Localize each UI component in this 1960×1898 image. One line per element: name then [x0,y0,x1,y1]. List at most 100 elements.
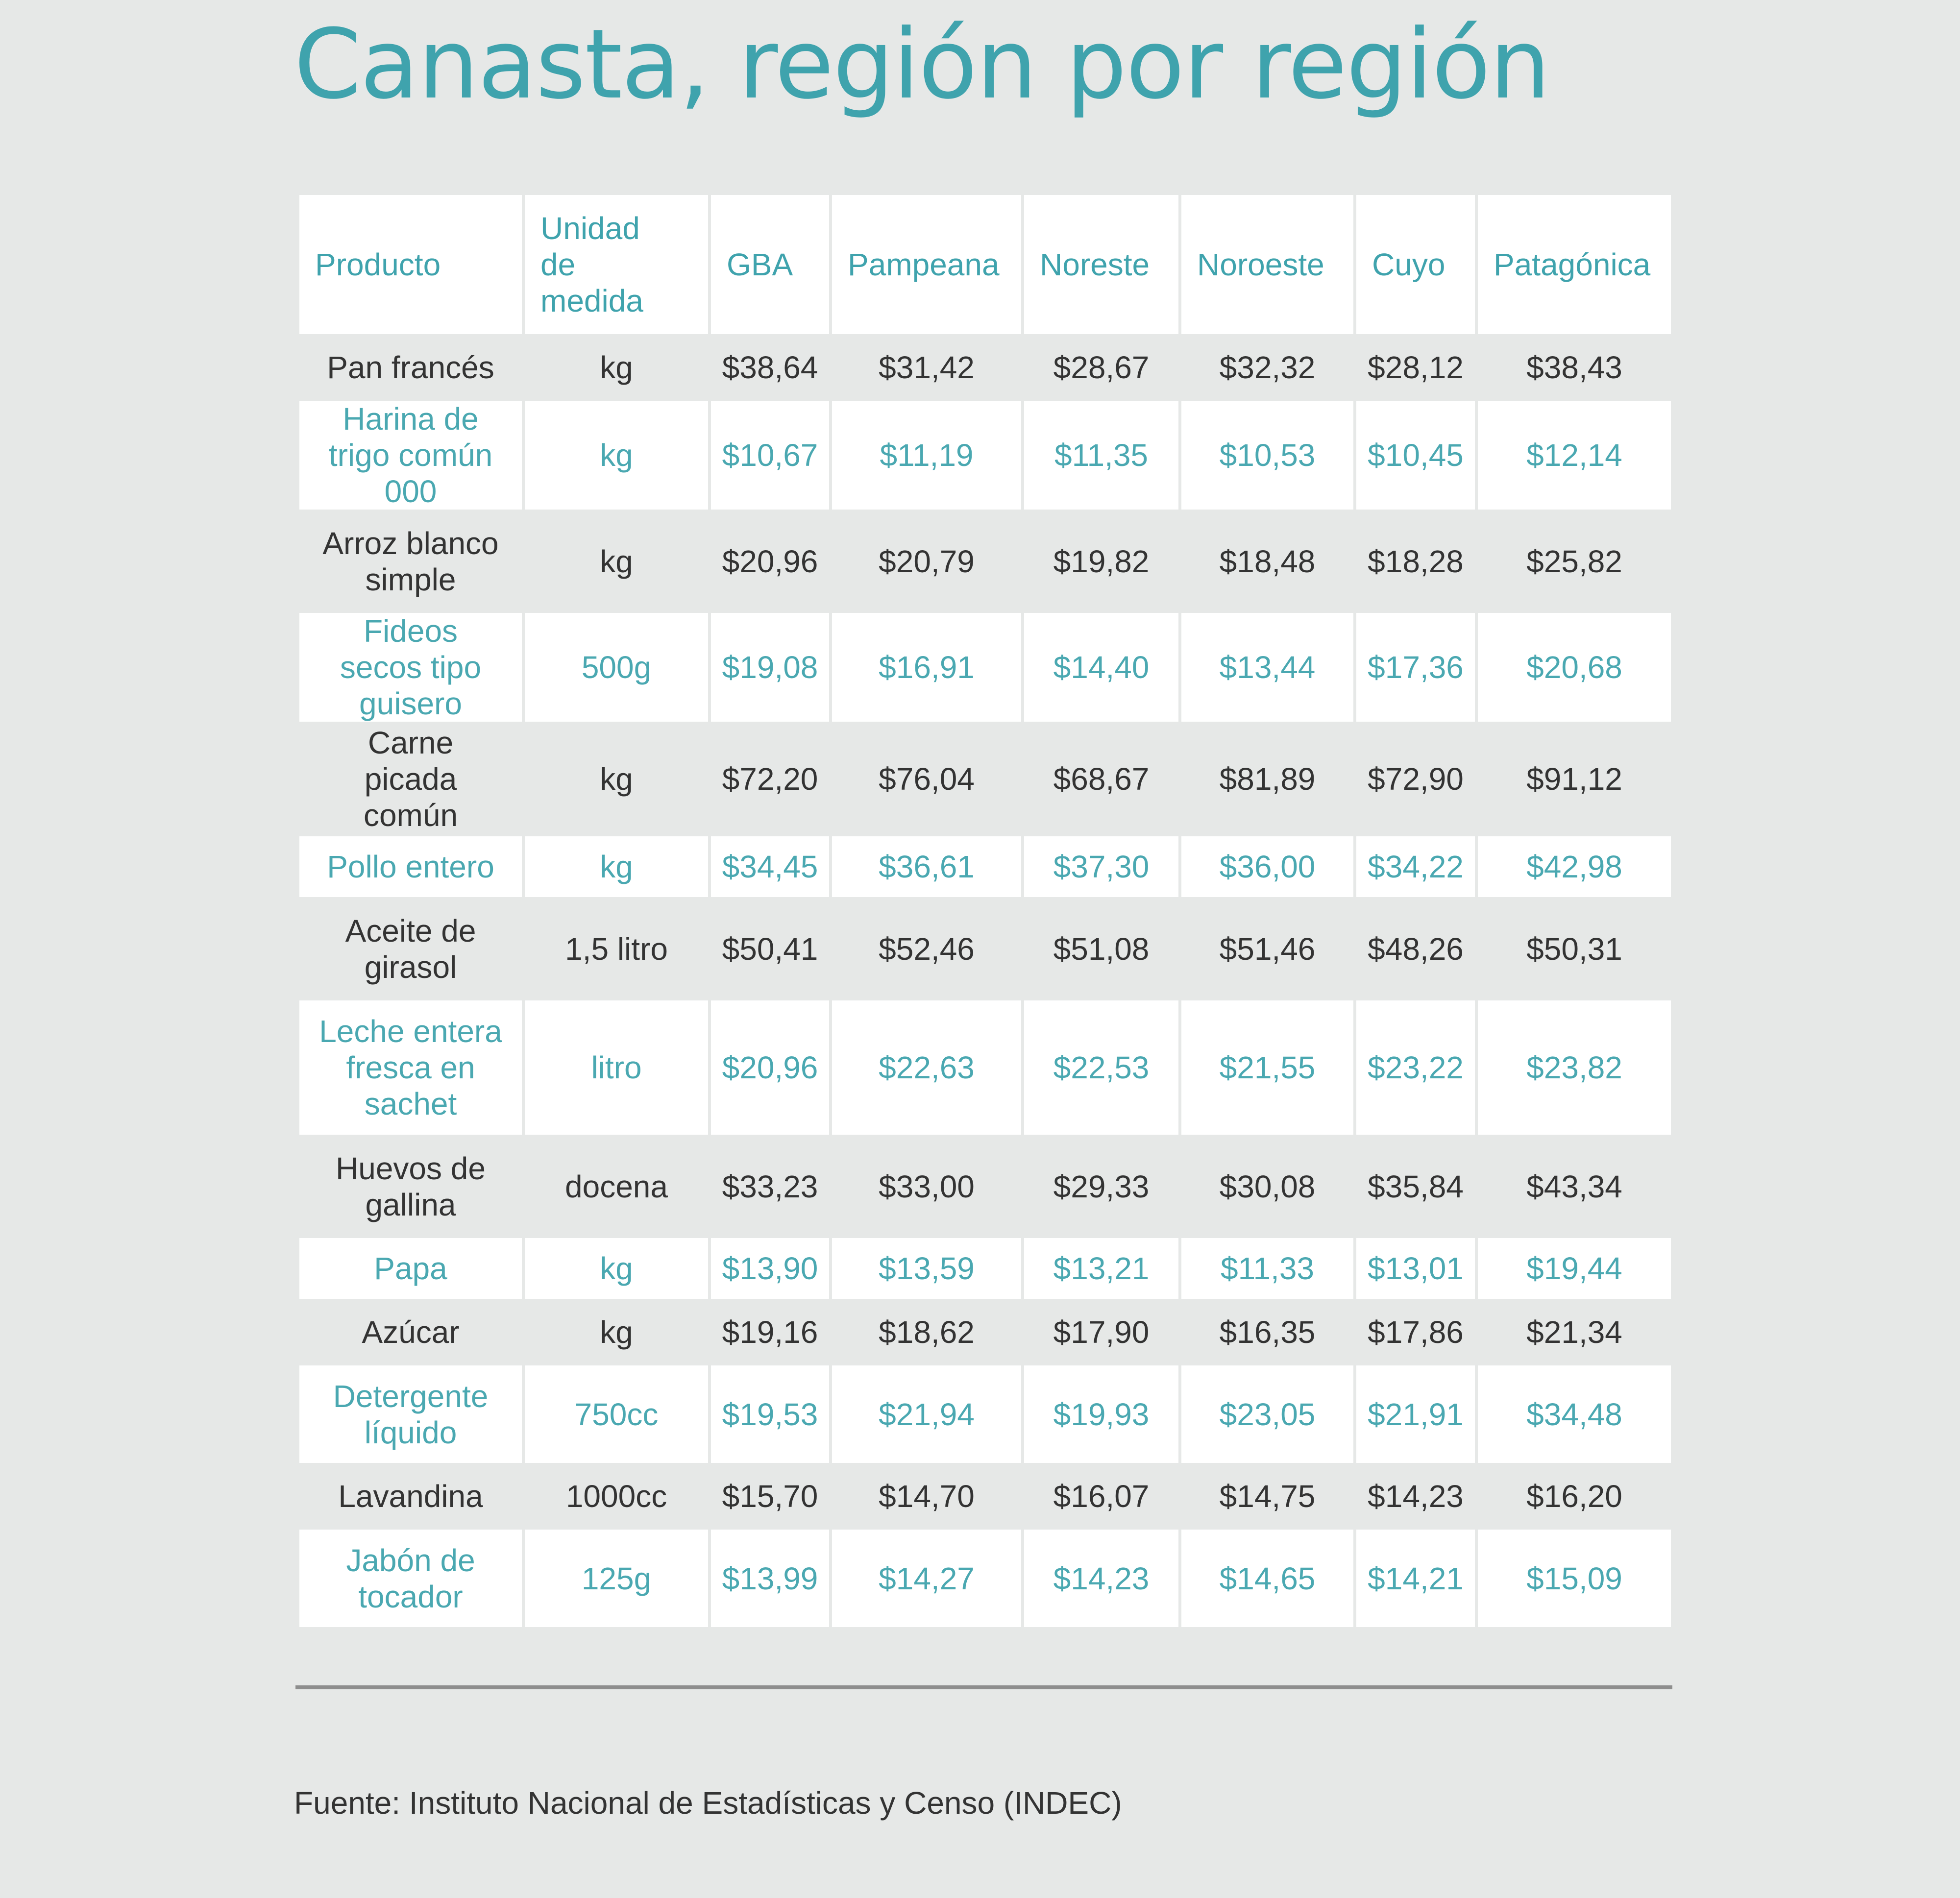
price-cell: $34,22 [1353,833,1478,900]
product-cell: Carne picada común [296,722,525,836]
price-cell: $50,31 [1475,897,1674,1000]
price-cell: $20,79 [829,510,1024,613]
price-cell: $19,93 [1021,1363,1181,1466]
unit-cell: kg [522,722,711,836]
price-cell: $16,20 [1475,1463,1674,1530]
price-cell: $14,23 [1021,1527,1181,1630]
price-cell: $25,82 [1475,510,1674,613]
price-cell: $13,59 [829,1235,1024,1302]
product-cell: Fideos secos tipo guisero [296,610,525,725]
unit-cell: kg [522,1299,711,1365]
price-cell: $32,32 [1178,334,1356,401]
unit-cell: kg [522,334,711,401]
product-cell: Huevos de gallina [296,1135,525,1238]
price-cell: $14,40 [1021,610,1181,725]
price-cell: $20,96 [708,510,832,613]
product-cell: Jabón de tocador [296,1527,525,1630]
price-cell: $18,28 [1353,510,1478,613]
price-cell: $19,82 [1021,510,1181,613]
price-cell: $50,41 [708,897,832,1000]
unit-cell: kg [522,398,711,512]
product-cell: Leche entera fresca en sachet [296,998,525,1138]
price-cell: $11,35 [1021,398,1181,512]
unit-cell: 125g [522,1527,711,1630]
price-cell: $19,53 [708,1363,832,1466]
product-cell: Arroz blanco simple [296,510,525,613]
price-cell: $34,48 [1475,1363,1674,1466]
price-cell: $11,33 [1178,1235,1356,1302]
price-cell: $36,00 [1178,833,1356,900]
table-row: Aceite de girasol 1,5 litro $50,41 $52,46 $5… [296,897,1674,1000]
price-cell: $14,75 [1178,1463,1356,1530]
table-row: Jabón de tocador 125g $13,99 $14,27 $14,23 $1… [296,1527,1674,1630]
table-row: Pollo entero kg $34,45 $36,61 $37,30 $36,00 $3… [296,833,1674,900]
price-cell: $14,21 [1353,1527,1478,1630]
price-cell: $19,16 [708,1299,832,1365]
price-cell: $13,44 [1178,610,1356,725]
price-cell: $23,22 [1353,998,1478,1138]
price-cell: $12,14 [1475,398,1674,512]
price-cell: $18,62 [829,1299,1024,1365]
price-cell: $36,61 [829,833,1024,900]
price-cell: $21,34 [1475,1299,1674,1365]
price-cell: $20,96 [708,998,832,1138]
price-cell: $72,90 [1353,722,1478,836]
price-cell: $20,68 [1475,610,1674,725]
price-cell: $11,19 [829,398,1024,512]
price-cell: $37,30 [1021,833,1181,900]
unit-cell: 500g [522,610,711,725]
column-header-patagonica: Patagónica [1475,192,1674,337]
price-cell: $33,00 [829,1135,1024,1238]
price-cell: $52,46 [829,897,1024,1000]
product-cell: Aceite de girasol [296,897,525,1000]
product-cell: Azúcar [296,1299,525,1365]
unit-cell: litro [522,998,711,1138]
product-cell: Pan francés [296,334,525,401]
table-body: Pan francés kg $38,64 $31,42 $28,67 $32,32 $28… [296,334,1674,1630]
table-row: Harina de trigo común 000 kg $10,67 $11,19 $… [296,398,1674,512]
column-header-gba: GBA [708,192,832,337]
price-cell: $16,35 [1178,1299,1356,1365]
price-cell: $18,48 [1178,510,1356,613]
price-cell: $14,65 [1178,1527,1356,1630]
price-cell: $10,67 [708,398,832,512]
price-table: Producto Unidad de medida GBA Pampeana Nores… [296,192,1674,1630]
table-row: Arroz blanco simple kg $20,96 $20,79 $19,82 $… [296,510,1674,613]
price-cell: $13,90 [708,1235,832,1302]
price-cell: $19,44 [1475,1235,1674,1302]
price-cell: $15,70 [708,1463,832,1530]
price-cell: $28,67 [1021,334,1181,401]
price-cell: $30,08 [1178,1135,1356,1238]
table-row: Lavandina 1000cc $15,70 $14,70 $16,07 $14,75 $… [296,1463,1674,1530]
price-cell: $21,91 [1353,1363,1478,1466]
price-cell: $17,86 [1353,1299,1478,1365]
product-cell: Lavandina [296,1463,525,1530]
price-cell: $76,04 [829,722,1024,836]
price-cell: $42,98 [1475,833,1674,900]
unit-cell: kg [522,1235,711,1302]
unit-cell: 1000cc [522,1463,711,1530]
price-cell: $34,45 [708,833,832,900]
price-cell: $19,08 [708,610,832,725]
price-cell: $28,12 [1353,334,1478,401]
column-header-cuyo: Cuyo [1353,192,1478,337]
price-cell: $21,94 [829,1363,1024,1466]
table-row: Detergente líquido 750cc $19,53 $21,94 $19,9… [296,1363,1674,1466]
price-cell: $13,99 [708,1527,832,1630]
price-cell: $17,36 [1353,610,1478,725]
price-cell: $21,55 [1178,998,1356,1138]
price-cell: $68,67 [1021,722,1181,836]
price-cell: $38,43 [1475,334,1674,401]
unit-cell: 750cc [522,1363,711,1466]
table-row: Fideos secos tipo guisero 500g $19,08 $16,9… [296,610,1674,725]
table-row: Azúcar kg $19,16 $18,62 $17,90 $16,35 $17,86 $2… [296,1299,1674,1365]
price-cell: $33,23 [708,1135,832,1238]
price-cell: $22,63 [829,998,1024,1138]
price-cell: $72,20 [708,722,832,836]
price-cell: $31,42 [829,334,1024,401]
price-cell: $43,34 [1475,1135,1674,1238]
price-cell: $17,90 [1021,1299,1181,1365]
column-header-pampeana: Pampeana [829,192,1024,337]
price-cell: $91,12 [1475,722,1674,836]
table-row: Carne picada común kg $72,20 $76,04 $68,67 $8… [296,722,1674,836]
